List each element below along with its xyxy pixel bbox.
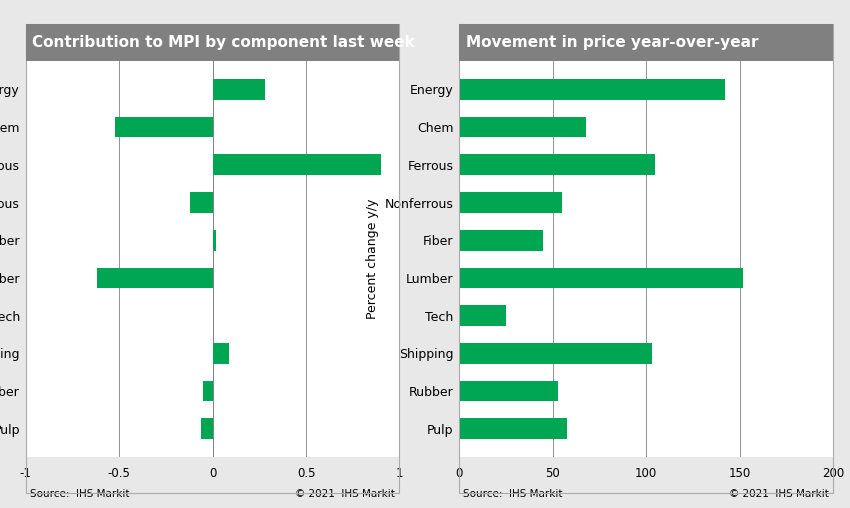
Text: Source:  IHS Markit: Source: IHS Markit — [463, 489, 563, 499]
Bar — [190, 192, 212, 213]
Bar — [459, 117, 586, 138]
Bar — [459, 268, 743, 289]
Bar — [201, 419, 212, 439]
Text: Source:  IHS Markit: Source: IHS Markit — [30, 489, 129, 499]
Bar — [116, 117, 212, 138]
Bar — [212, 230, 216, 250]
Text: Movement in price year-over-year: Movement in price year-over-year — [466, 35, 758, 50]
Bar — [459, 305, 506, 326]
Text: © 2021  IHS Markit: © 2021 IHS Markit — [728, 489, 829, 499]
Bar — [212, 343, 230, 364]
Bar — [203, 380, 212, 401]
Bar — [459, 343, 652, 364]
Bar — [459, 79, 724, 100]
Text: © 2021  IHS Markit: © 2021 IHS Markit — [296, 489, 395, 499]
Bar — [459, 380, 558, 401]
Bar — [459, 419, 568, 439]
Bar — [97, 268, 212, 289]
Bar — [212, 79, 265, 100]
Y-axis label: Percent change y/y: Percent change y/y — [366, 199, 379, 319]
Text: Contribution to MPI by component last week: Contribution to MPI by component last we… — [32, 35, 415, 50]
Bar — [459, 192, 562, 213]
Bar — [459, 230, 543, 250]
Bar — [459, 154, 655, 175]
Bar — [212, 154, 381, 175]
